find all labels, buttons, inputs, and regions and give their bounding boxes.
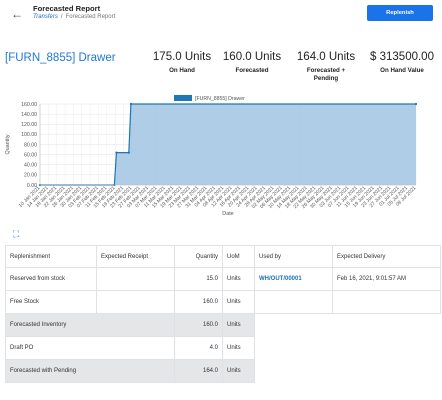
row-quantity: 4.0 (174, 336, 223, 360)
y-tick-label: 60.00 (24, 152, 37, 158)
row-delivery: Feb 16, 2021, 9:01:57 AM (332, 267, 441, 291)
row-label: Forecasted Inventory (5, 313, 175, 337)
table-row: Reserved from stock 15.0 Units WH/OUT/00… (5, 267, 441, 291)
row-uom: Units (222, 336, 255, 360)
table-row: Draft PO 4.0 Units (5, 336, 441, 360)
row-used-by: WH/OUT/00001 (254, 267, 333, 291)
table-row: Forecasted with Pending 164.0 Units (5, 359, 441, 383)
row-quantity: 164.0 (174, 359, 223, 383)
blank-cell (254, 336, 441, 360)
x-axis-label: Date (222, 211, 233, 217)
row-receipt (96, 290, 175, 314)
forecast-chart-svg: 0.00 20.00 40.00 60.00 80.00 100.00 120.00 140.… (5, 95, 418, 217)
arrow-left-icon[interactable]: ← (11, 7, 23, 21)
forecast-table: Replenishment Expected Receipt Quantity … (5, 245, 441, 383)
legend-label: [FURN_8855] Drawer (195, 96, 245, 102)
y-tick-label: 140.00 (21, 112, 37, 118)
product-link[interactable]: [FURN_8855] Drawer (5, 52, 116, 64)
replenish-button[interactable]: Replenish (367, 5, 433, 21)
breadcrumb-current: Forecasted Report (65, 14, 116, 20)
control-panel: ← Forecasted Report Transfers / Forecasted… (0, 0, 442, 27)
data-point (129, 102, 133, 106)
y-tick-label: 40.00 (24, 163, 37, 169)
row-label: Draft PO (5, 336, 175, 360)
y-tick-label: 100.00 (21, 132, 37, 138)
row-label: Forecasted with Pending (5, 359, 175, 383)
stat-value: 164.0 Units (296, 51, 356, 63)
row-receipt (96, 267, 175, 291)
series-area (40, 104, 416, 185)
row-uom: Units (222, 313, 255, 337)
row-quantity: 160.0 (174, 290, 223, 314)
stat-forecasted: 160.0 Units Forecasted (212, 51, 292, 75)
table-header-row: Replenishment Expected Receipt Quantity … (5, 245, 441, 268)
col-expected-receipt: Expected Receipt (96, 245, 175, 268)
y-tick-label: 80.00 (24, 142, 37, 148)
stat-on-hand-value: $ 313500.00 On Hand Value (362, 51, 442, 75)
legend-swatch (174, 95, 192, 101)
row-uom: Units (222, 267, 255, 291)
row-delivery (332, 290, 441, 314)
y-tick-label: 20.00 (24, 173, 37, 179)
stat-value: 175.0 Units (152, 51, 212, 63)
forecast-chart: 0.00 20.00 40.00 60.00 80.00 100.00 120.00 140.… (0, 93, 442, 218)
stat-on-hand: 175.0 Units On Hand (142, 51, 222, 75)
col-replenishment: Replenishment (5, 245, 97, 268)
row-label: Free Stock (5, 290, 97, 314)
page-title: Forecasted Report (33, 4, 101, 13)
data-point (414, 102, 418, 106)
y-tick-label: 0.00 (27, 183, 37, 189)
table-row: Free Stock 160.0 Units (5, 290, 441, 314)
row-uom: Units (222, 359, 255, 383)
breadcrumb-separator: / (60, 14, 63, 20)
blank-cell (254, 359, 441, 383)
stat-label: Forecasted (235, 67, 269, 74)
row-uom: Units (222, 290, 255, 314)
table-row: Forecasted Inventory 160.0 Units (5, 313, 441, 337)
stat-value: $ 313500.00 (370, 51, 434, 63)
breadcrumb: Transfers / Forecasted Report (33, 14, 115, 20)
data-point (115, 151, 118, 154)
col-expected-delivery: Expected Delivery (332, 245, 441, 268)
blank-cell (254, 313, 441, 337)
y-axis-label: Quantity (5, 134, 11, 154)
col-uom: UoM (222, 245, 255, 268)
stat-label: Forecasted + Pending (306, 67, 346, 82)
move-link[interactable]: WH/OUT/00001 (259, 276, 302, 282)
col-quantity: Quantity (174, 245, 223, 268)
row-used-by (254, 290, 333, 314)
stat-label: On Hand (169, 67, 195, 74)
expand-icon[interactable]: ⛶ (13, 229, 20, 239)
col-used-by: Used by (254, 245, 333, 268)
stat-forecasted-pending: 164.0 Units Forecasted + Pending (286, 51, 366, 83)
y-tick-label: 120.00 (21, 122, 37, 128)
stat-label: On Hand Value (380, 67, 424, 74)
breadcrumb-transfers[interactable]: Transfers (33, 14, 58, 20)
row-quantity: 15.0 (174, 267, 223, 291)
row-label: Reserved from stock (5, 267, 97, 291)
data-point (127, 151, 130, 154)
stat-value: 160.0 Units (222, 51, 282, 63)
y-tick-label: 160.00 (21, 102, 37, 108)
row-quantity: 160.0 (174, 313, 223, 337)
